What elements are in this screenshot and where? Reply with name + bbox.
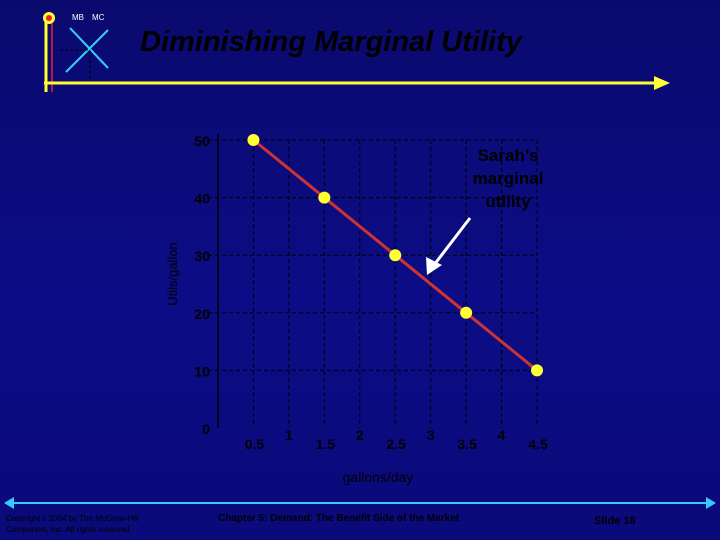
slide-title: Diminishing Marginal Utility	[140, 26, 522, 58]
y-tick-label: 50	[194, 133, 210, 149]
y-tick-label: 0	[202, 421, 210, 437]
data-point	[247, 134, 260, 146]
slide-number: Slide 18	[594, 515, 636, 527]
logo-mc-label: MC	[92, 13, 105, 22]
y-tick-label: 10	[194, 363, 210, 379]
logo-circle-inner	[46, 15, 52, 21]
logo-mb-label: MB	[72, 13, 84, 22]
series	[247, 134, 543, 377]
annotation-label: marginal	[473, 169, 544, 188]
x-tick-label: 1.5	[316, 436, 336, 452]
title-rule	[44, 76, 670, 90]
data-point	[531, 364, 543, 377]
x-tick-label: 4	[498, 427, 506, 443]
logo-icon	[43, 12, 109, 92]
annotation-arrow-line	[432, 217, 472, 266]
data-point	[460, 306, 473, 319]
x-tick-label: 2	[356, 427, 364, 443]
annotation-label: Sarah’s	[478, 146, 539, 165]
ticks: 0 10 20 30 40 50 0.5 1 1.5 2 2.5 3 3.5 4 4.5	[194, 133, 548, 452]
data-point	[318, 191, 331, 204]
y-tick-label: 40	[194, 191, 210, 207]
copyright-line-2: Companies, Inc. All rights reserved.	[6, 525, 132, 534]
annotation: Sarah’s marginal utility	[426, 146, 543, 275]
x-tick-label: 3.5	[457, 436, 477, 452]
x-tick-label: 2.5	[386, 436, 406, 452]
x-tick-label: 1	[285, 427, 293, 443]
logo-mc-line	[65, 29, 109, 73]
x-tick-label: 0.5	[245, 436, 265, 452]
data-point	[389, 249, 402, 262]
x-tick-label: 4.5	[528, 436, 548, 452]
copyright-text: Copyright c 2004 by The McGraw-Hill Comp…	[6, 513, 139, 535]
y-tick-label: 30	[194, 248, 210, 264]
annotation-arrowhead	[426, 257, 442, 275]
x-axis-title: gallons/day	[343, 469, 414, 485]
title-rule-arrowhead	[654, 76, 670, 90]
annotation-label: utility	[485, 192, 531, 211]
copyright-line-1: Copyright c 2004 by The McGraw-Hill	[6, 514, 139, 523]
y-tick-label: 20	[194, 306, 210, 322]
chapter-title: Chapter 5: Demand: The Benefit Side of t…	[218, 513, 460, 524]
y-axis-title: Utils/gallon	[165, 242, 180, 306]
axis-labels: gallons/day Utils/gallon	[165, 242, 413, 485]
x-tick-label: 3	[427, 427, 435, 443]
